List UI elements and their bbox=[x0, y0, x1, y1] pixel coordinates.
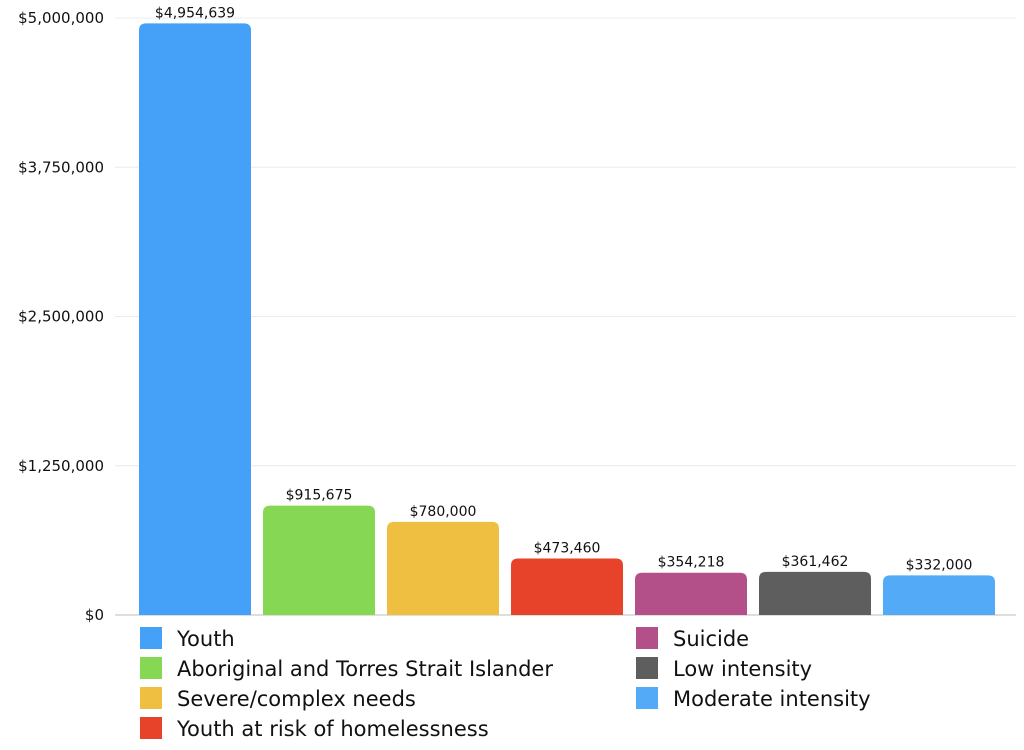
legend-item: Moderate intensity bbox=[636, 687, 871, 711]
bar-value-label: $780,000 bbox=[410, 504, 477, 520]
bar-suicide bbox=[635, 572, 747, 615]
bar-severe-complex-needs bbox=[387, 521, 499, 615]
legend-label: Aboriginal and Torres Strait Islander bbox=[177, 657, 553, 681]
legend-label: Youth bbox=[176, 627, 235, 651]
legend-swatch bbox=[140, 687, 162, 709]
bars bbox=[139, 23, 995, 616]
y-tick-label: $1,250,000 bbox=[18, 457, 104, 475]
legend-item: Youth at risk of homelessness bbox=[140, 717, 489, 741]
legend-item: Youth bbox=[140, 627, 235, 651]
bar-value-label: $332,000 bbox=[906, 557, 973, 573]
y-tick-label: $0 bbox=[85, 606, 104, 624]
y-axis: $0 $1,250,000 $2,500,000 $3,750,000 $5,000,0… bbox=[18, 9, 104, 624]
legend-label: Severe/complex needs bbox=[177, 687, 416, 711]
bar-moderate-intensity bbox=[883, 575, 995, 615]
bar-youth-at-risk-of-homelessness bbox=[511, 558, 623, 615]
legend-item: Severe/complex needs bbox=[140, 687, 416, 711]
y-tick-label: $5,000,000 bbox=[18, 9, 104, 27]
legend-label: Low intensity bbox=[673, 657, 812, 681]
bar-value-label: $473,460 bbox=[534, 540, 601, 556]
legend-swatch bbox=[636, 687, 658, 709]
bar-aboriginal-and-torres-strait-islander bbox=[263, 505, 375, 615]
legend-label: Youth at risk of homelessness bbox=[176, 717, 489, 741]
legend-label: Suicide bbox=[673, 627, 749, 651]
data-labels: $4,954,639 $915,675 $780,000 $473,460 $354,2… bbox=[155, 5, 972, 573]
legend-item: Low intensity bbox=[636, 657, 812, 681]
bar-value-label: $915,675 bbox=[286, 488, 353, 504]
legend-swatch bbox=[636, 627, 658, 649]
y-tick-label: $3,750,000 bbox=[18, 158, 104, 176]
legend-label: Moderate intensity bbox=[673, 687, 871, 711]
legend: Youth Aboriginal and Torres Strait Island… bbox=[140, 627, 871, 741]
bar-low-intensity bbox=[759, 571, 871, 615]
bar-value-label: $4,954,639 bbox=[155, 5, 235, 21]
legend-item: Suicide bbox=[636, 627, 749, 651]
bar-value-label: $354,218 bbox=[658, 555, 725, 571]
bar-value-label: $361,462 bbox=[782, 554, 849, 570]
legend-swatch bbox=[140, 657, 162, 679]
y-tick-label: $2,500,000 bbox=[18, 308, 104, 326]
legend-item: Aboriginal and Torres Strait Islander bbox=[140, 657, 553, 681]
bar-youth bbox=[139, 23, 251, 616]
legend-swatch bbox=[140, 627, 162, 649]
legend-swatch bbox=[140, 717, 162, 739]
legend-swatch bbox=[636, 657, 658, 679]
